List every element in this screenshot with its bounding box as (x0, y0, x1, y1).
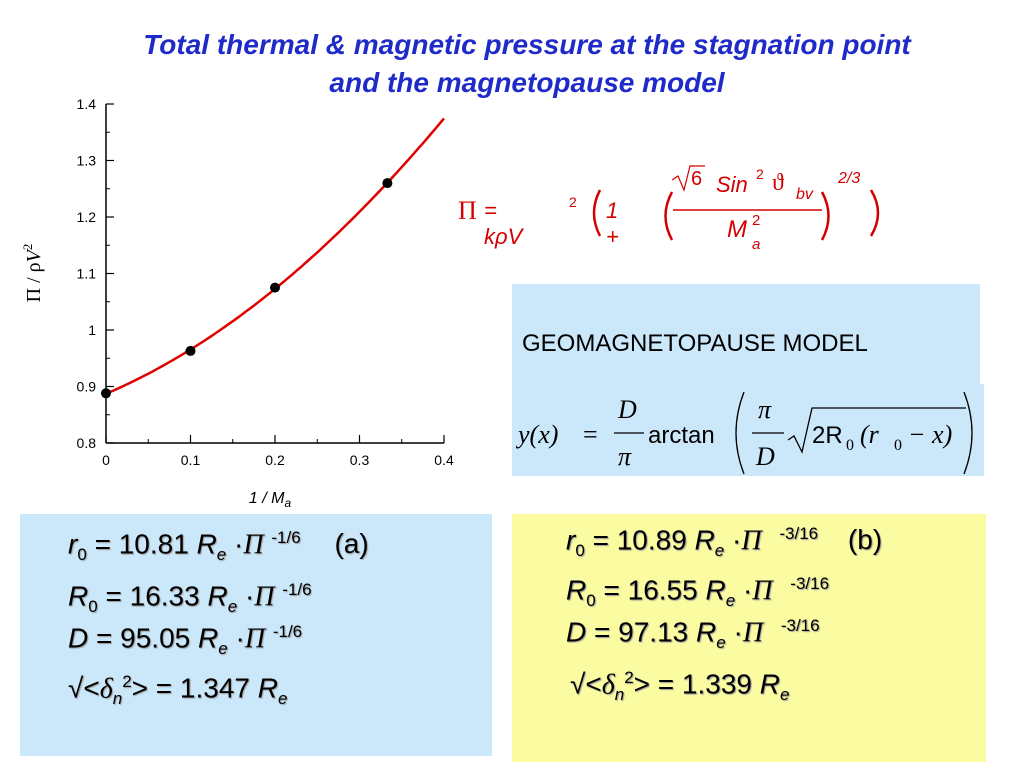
y-tick-label: 0.8 (77, 435, 97, 451)
fit-curve (105, 117, 445, 395)
x-axis-label: 1 / Ma (249, 490, 292, 510)
panel-a-D: D = 95.05 Re ·Π -1/6 (68, 622, 303, 658)
formula-brackets (592, 165, 880, 241)
panel-b-R0: R0 = 16.55 Re ·Π -3/16 (566, 574, 830, 610)
formula-eq: = kρV (484, 198, 523, 249)
model-label: GEOMAGNETOPAUSE MODEL (522, 330, 868, 357)
x-tick-label: 0 (102, 452, 110, 468)
chart-axes (105, 104, 444, 444)
formula-theta-sub: bv (796, 186, 813, 203)
formula-sin-exp: 2 (756, 166, 764, 182)
data-point (185, 345, 196, 356)
y-tick-label: 0.9 (77, 379, 97, 395)
y-tick-label: 1.3 (77, 153, 97, 169)
x-tick-label: 0.3 (350, 452, 370, 468)
panel-a-r0: r0 = 10.81 Re ·Π -1/6 (a) (68, 528, 369, 564)
y-tick-label: 1.4 (77, 96, 97, 112)
y-tick-label: 1.2 (77, 209, 97, 225)
formula-den-sub: a (752, 236, 761, 253)
data-point (382, 178, 393, 189)
formula-one-plus: 1 + (606, 198, 619, 249)
panel-b-r0: r0 = 10.89 Re ·Π -3/16 (b) (566, 524, 883, 560)
title-line-2: and the magnetopause model (329, 67, 725, 98)
x-tick-label: 0.2 (265, 452, 285, 468)
formula-v-exp: 2 (569, 194, 577, 210)
y-tick-label: 1.1 (77, 266, 97, 282)
formula-theta: ϑ (772, 170, 784, 196)
panel-a-delta: √<δn2> = 1.347 Re (68, 672, 288, 708)
y-axis-label: Π / ρV2 (20, 244, 45, 303)
panel-b-delta: √<δn2> = 1.339 Re (570, 668, 790, 704)
x-tick-label: 0.4 (434, 452, 454, 468)
formula-sqrt6: 6 (691, 168, 703, 190)
formula-den-sup: 2 (752, 212, 761, 229)
panel-a (20, 514, 492, 756)
formula-sin: Sin (716, 172, 748, 197)
title-line-1: Total thermal & magnetic pressure at the… (143, 29, 911, 60)
y-tick-label: 1 (88, 322, 96, 338)
panel-b (512, 514, 986, 762)
x-tick-label: 0.1 (181, 452, 201, 468)
panel-a-R0: R0 = 16.33 Re ·Π -1/6 (68, 580, 312, 616)
formula-lhs: Π (458, 196, 477, 225)
formula-outer-exp: 2/3 (838, 170, 861, 187)
formula-den: M (727, 216, 747, 243)
data-point (101, 388, 111, 399)
data-point (270, 282, 280, 293)
panel-b-D: D = 97.13 Re ·Π -3/16 (566, 616, 820, 652)
model-equation-box (512, 384, 985, 476)
